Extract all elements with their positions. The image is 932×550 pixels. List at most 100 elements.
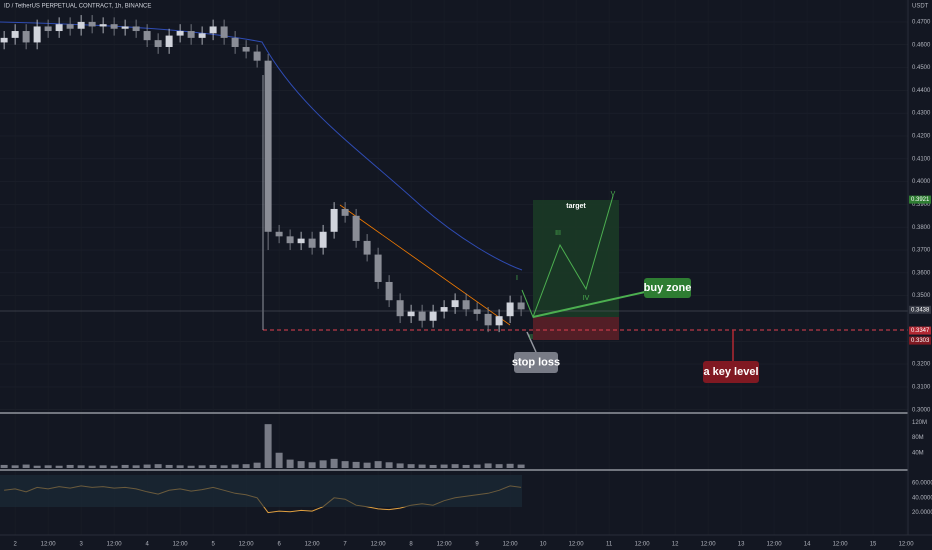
volume-bar [473,464,481,468]
y-tick-label: 0.4100 [912,156,931,162]
candle-body [374,254,382,282]
stop-loss-label: stop loss [512,356,560,368]
volume-bar [253,462,261,468]
x-tick-label: 12:00 [305,542,321,548]
x-tick-label: 4 [145,542,149,548]
volume-bar [154,464,162,468]
volume-bar [451,464,459,468]
volume-bar [495,464,503,468]
candle-body [319,231,327,248]
x-tick-label: 3 [79,542,83,548]
price-tag-label: 0.3438 [911,307,930,313]
candle-body [297,238,305,244]
candle-body [275,231,283,237]
candle-body [286,236,294,244]
wave-label: II [529,334,533,341]
volume-bar [517,464,525,468]
candle-body [352,215,360,241]
chart-title: ID / TetherUS PERPETUAL CONTRACT, 1h, BI… [4,4,151,10]
volume-bar [55,465,63,468]
volume-bar [33,465,41,468]
candle-body [66,24,74,29]
volume-bar [385,462,393,468]
candle-body [22,31,30,43]
volume-bar [209,464,217,468]
price-tag-label: 0.3303 [911,338,930,344]
stop-loss-box [514,352,558,373]
y-tick-label: 0.4400 [912,88,931,94]
x-tick-label: 12:00 [503,542,519,548]
volume-bar [297,461,305,468]
x-tick-label: 12:00 [701,542,717,548]
y-tick-label: 0.3000 [912,407,931,413]
candle-body [330,208,338,232]
candle-body [132,26,140,32]
candle-body [99,24,107,27]
price-tag-label: 0.3347 [911,328,930,334]
x-tick-label: 8 [409,542,413,548]
candle-body [308,238,316,248]
x-tick-label: 12 [672,542,679,548]
x-tick-label: 14 [804,542,811,548]
volume-bar [319,460,327,468]
x-tick-label: 7 [343,542,347,548]
wave-path [521,195,614,319]
candle-body [517,302,525,310]
volume-bar [484,463,492,468]
y-tick-label: 0.3200 [912,362,931,368]
x-tick-label: 6 [277,542,281,548]
volume-bar [165,464,173,468]
y-tick-label: 0.3500 [912,293,931,299]
candle-body [429,311,437,321]
x-tick-label: 12:00 [767,542,783,548]
volume-bar [231,464,239,468]
oscillator-tick-label: 60.0000 [912,481,932,487]
volume-bar [429,464,437,468]
price-tag [909,336,931,345]
volume-bar [11,465,19,468]
volume-bar [242,464,250,468]
key-level-label: a key level [703,366,758,378]
wave-label: I [516,275,518,282]
price-tag [909,326,931,335]
volume-bar [341,461,349,468]
x-tick-label: 12:00 [371,542,387,548]
target-label: target [566,203,586,210]
candle-body [473,309,481,314]
candle-body [462,300,470,310]
volume-bar [308,462,316,468]
candle-body [341,208,349,216]
volume-bar [286,459,294,468]
candle-body [88,21,96,27]
x-tick-label: 12:00 [437,542,453,548]
x-tick-label: 15 [870,542,877,548]
candle-body [264,60,272,232]
volume-bar [440,464,448,468]
volume-bar [396,463,404,468]
volume-bar [99,465,107,468]
y-tick-label: 0.4000 [912,179,931,185]
volume-bar [275,452,283,468]
x-tick-label: 12:00 [833,542,849,548]
x-tick-label: 9 [475,542,479,548]
y-tick-label: 0.3900 [912,202,931,208]
buy-zone-box [644,278,691,298]
x-tick-label: 12:00 [635,542,651,548]
stop-arrow [526,331,537,353]
volume-bar [121,464,129,468]
volume-bar [330,458,338,468]
candle-body [187,31,195,38]
oscillator-tick-label: 40.0000 [912,495,932,501]
volume-bar [264,424,272,468]
volume-bar [0,464,8,468]
volume-bar [198,465,206,468]
price-tag [909,195,931,204]
volume-bar [88,465,96,468]
candle-body [396,300,404,317]
wave-label: IV [583,295,590,302]
x-tick-label: 13 [738,542,745,548]
volume-bar [22,464,30,468]
volume-bar [374,461,382,468]
volume-bar [110,465,118,468]
